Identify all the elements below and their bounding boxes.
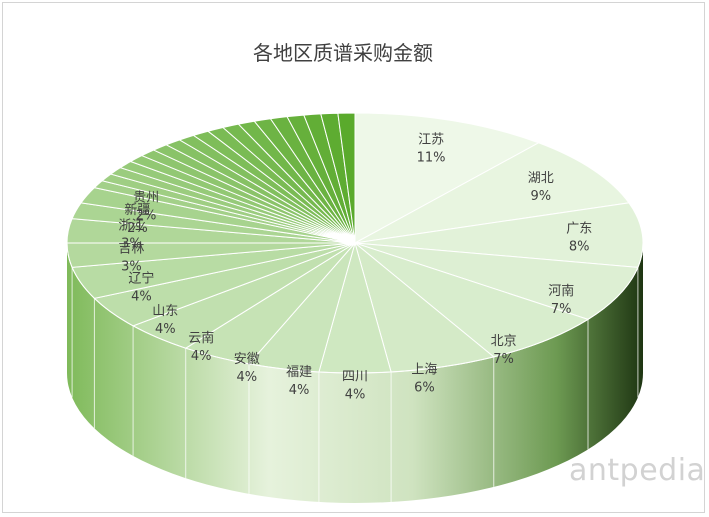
slice-value-label: 8% — [569, 240, 590, 255]
slice-value-label: 7% — [493, 352, 514, 367]
slice-category-label: 北京 — [491, 334, 517, 349]
slice-category-label: 云南 — [188, 330, 214, 346]
slice-category-label: 河南 — [548, 283, 574, 299]
slice-label-5: 北京 7% — [491, 334, 517, 367]
slice-category-label: 吉林 — [118, 241, 144, 256]
slice-value-label: 4% — [131, 290, 152, 305]
pie-slice-minor — [337, 112, 356, 244]
slice-category-label: 山东 — [152, 304, 178, 319]
slice-label-4: 河南 7% — [548, 283, 574, 317]
pie-rim — [66, 242, 644, 374]
slice-value-label: 4% — [191, 349, 212, 364]
slice-label-11: 山东 4% — [152, 304, 178, 337]
slice-value-label: 4% — [345, 387, 366, 402]
slice-label-15: 新疆 2% — [124, 202, 150, 236]
slice-label-7: 四川 4% — [342, 369, 368, 402]
slice-value-label: 3% — [121, 237, 142, 252]
slice-value-label: 4% — [155, 322, 176, 337]
slice-label-12: 辽宁 4% — [128, 271, 154, 305]
slice-value-label: 6% — [414, 381, 435, 396]
slice-category-label: 四川 — [342, 369, 368, 384]
slice-category-label: 湖北 — [528, 171, 554, 186]
slice-label-16: 贵州 2% — [133, 191, 159, 224]
slice-category-label: 贵州 — [133, 191, 159, 206]
slice-label-8: 福建 4% — [286, 365, 312, 398]
slice-label-2: 湖北 9% — [528, 171, 554, 204]
watermark: antpedia — [569, 453, 706, 488]
slice-label-3: 广东 8% — [566, 222, 592, 255]
slice-label-14: 浙江 3% — [118, 219, 144, 252]
chart-title: 各地区质谱采购金额 — [253, 41, 433, 65]
slice-value-label: 11% — [417, 151, 446, 166]
slice-value-label: 2% — [136, 209, 157, 224]
slice-category-label: 广东 — [566, 222, 592, 237]
slice-label-10: 云南 4% — [188, 330, 214, 364]
slice-label-9: 安徽 4% — [234, 352, 260, 385]
slice-value-label: 4% — [289, 383, 310, 398]
slice-category-label: 浙江 — [118, 219, 144, 234]
pie-slice-2 — [354, 142, 630, 244]
slice-value-label: 2% — [127, 221, 148, 236]
slice-category-label: 江苏 — [418, 132, 444, 148]
slice-category-label: 安徽 — [234, 352, 260, 367]
pie-chart: 江苏 11% 湖北 9% 广东 8% 河南 7% 北京 7% 上海 6% 四川 4% 福建 4% 安徽 4% 云南 4… — [66, 112, 644, 503]
slice-value-label: 4% — [236, 370, 257, 385]
slice-label-6: 上海 6% — [411, 363, 437, 396]
slice-value-label: 9% — [530, 189, 551, 204]
slice-value-label: 3% — [121, 259, 142, 274]
slice-category-label: 辽宁 — [128, 271, 154, 287]
slice-category-label: 新疆 — [124, 202, 150, 218]
slice-value-label: 7% — [551, 302, 572, 317]
slice-category-label: 福建 — [286, 365, 312, 380]
slice-category-label: 上海 — [411, 363, 437, 378]
slice-label-1: 江苏 11% — [417, 132, 446, 166]
pie-slice-1 — [354, 112, 540, 244]
slice-label-13: 吉林 3% — [118, 241, 144, 274]
